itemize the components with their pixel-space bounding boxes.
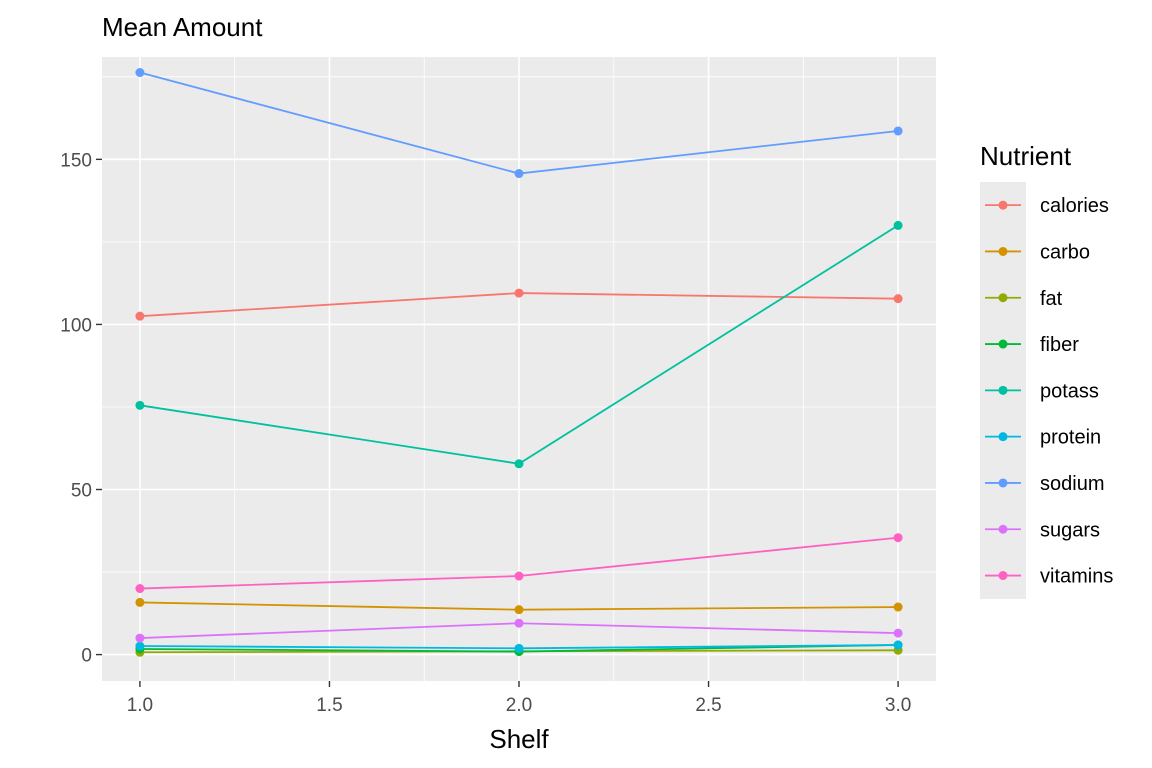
x-axis: 1.0 1.5 2.0 2.5 3.0 [127,681,911,716]
data-point-protein [514,643,524,653]
y-tick-label: 150 [60,150,92,171]
chart-title: Mean Amount [102,12,263,42]
data-point-vitamins [893,533,903,543]
x-tick-label: 2.5 [695,695,721,716]
legend-label-vitamins: vitamins [1040,566,1113,588]
legend-label-fiber: fiber [1040,334,1079,356]
legend-label-sodium: sodium [1040,473,1104,495]
legend-label-carbo: carbo [1040,241,1090,263]
y-tick-label: 0 [81,646,92,667]
data-point-sodium [135,68,145,78]
legend-key-point-fiber [998,339,1008,349]
series-layer [135,68,903,657]
data-point-vitamins [135,584,145,594]
y-tick-label: 50 [71,481,92,502]
legend-label-protein: protein [1040,427,1101,449]
legend-key-point-calories [998,200,1008,210]
data-point-carbo [514,605,524,615]
data-point-sugars [893,628,903,638]
data-point-calories [893,294,903,304]
legend-label-calories: calories [1040,195,1109,217]
legend-key-point-potass [998,385,1008,395]
data-point-sodium [514,169,524,179]
data-point-protein [893,640,903,650]
data-point-calories [135,311,145,321]
data-point-vitamins [514,571,524,581]
legend-key-point-carbo [998,246,1008,256]
legend-label-fat: fat [1040,288,1063,310]
data-point-carbo [893,602,903,612]
data-point-sugars [135,633,145,643]
data-point-sodium [893,126,903,136]
legend-key-point-sodium [998,478,1008,488]
legend-key-point-sugars [998,524,1008,534]
legend: calories carbo fat fiber potass protein sodium… [985,195,1113,588]
data-point-protein [135,641,145,651]
x-tick-label: 1.5 [316,695,342,716]
data-point-potass [514,459,524,469]
legend-key-point-vitamins [998,571,1008,581]
data-point-sugars [514,618,524,628]
x-tick-label: 2.0 [506,695,532,716]
x-tick-label: 3.0 [885,695,911,716]
data-point-potass [135,400,145,410]
legend-key-point-protein [998,432,1008,442]
legend-title: Nutrient [980,141,1072,171]
legend-key-point-fat [998,293,1008,303]
legend-label-sugars: sugars [1040,519,1100,541]
legend-label-potass: potass [1040,380,1099,402]
data-point-potass [893,220,903,230]
y-axis: 0 50 100 150 [60,150,102,667]
data-point-calories [514,288,524,298]
x-axis-title: Shelf [489,724,549,754]
y-tick-label: 100 [60,315,92,336]
x-tick-label: 1.0 [127,695,153,716]
data-point-carbo [135,597,145,607]
